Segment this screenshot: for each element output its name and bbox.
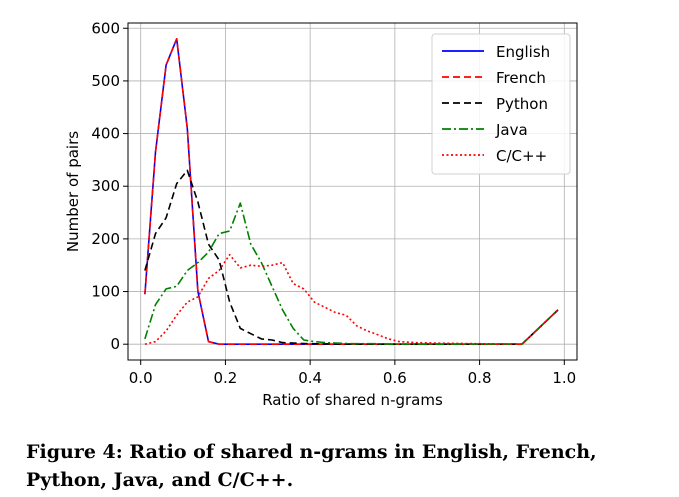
x-tick-label: 1.0 bbox=[552, 369, 576, 387]
y-tick-label: 600 bbox=[91, 19, 120, 37]
legend: English French Python Java C/C++ bbox=[431, 33, 571, 175]
x-tick-label: 0.6 bbox=[383, 369, 407, 387]
x-tick-label: 0.4 bbox=[298, 369, 322, 387]
x-axis-label: Ratio of shared n-grams bbox=[262, 391, 443, 409]
y-tick-label: 300 bbox=[91, 177, 120, 195]
x-tick-label: 0.0 bbox=[129, 369, 153, 387]
axis-ticks: 0.0 0.2 0.4 0.6 0.8 1.0 0 100 200 300 400 500 600 bbox=[91, 19, 576, 387]
legend-box bbox=[431, 33, 571, 175]
legend-label: French bbox=[496, 69, 546, 87]
y-tick-label: 500 bbox=[91, 72, 120, 90]
y-tick-label: 200 bbox=[91, 230, 120, 248]
x-tick-label: 0.2 bbox=[213, 369, 237, 387]
y-tick-label: 400 bbox=[91, 125, 120, 143]
series-line-c-c- bbox=[144, 253, 559, 346]
legend-label: Java bbox=[495, 121, 528, 139]
y-tick-label: 0 bbox=[110, 335, 120, 353]
plot-frame bbox=[127, 22, 578, 361]
y-axis-label: Number of pairs bbox=[64, 131, 82, 252]
legend-label: C/C++ bbox=[496, 147, 547, 165]
legend-label: English bbox=[496, 43, 550, 61]
series-line-java bbox=[144, 202, 559, 346]
y-tick-label: 100 bbox=[91, 283, 120, 301]
series-line-python bbox=[144, 169, 559, 346]
legend-label: Python bbox=[496, 95, 548, 113]
figure-caption: Figure 4: Ratio of shared n-grams in Eng… bbox=[26, 441, 597, 491]
series-lines bbox=[144, 37, 559, 346]
ngram-ratio-chart: 0.0 0.2 0.4 0.6 0.8 1.0 0 100 200 300 400 500 600 Ra… bbox=[64, 19, 578, 409]
x-tick-label: 0.8 bbox=[468, 369, 492, 387]
